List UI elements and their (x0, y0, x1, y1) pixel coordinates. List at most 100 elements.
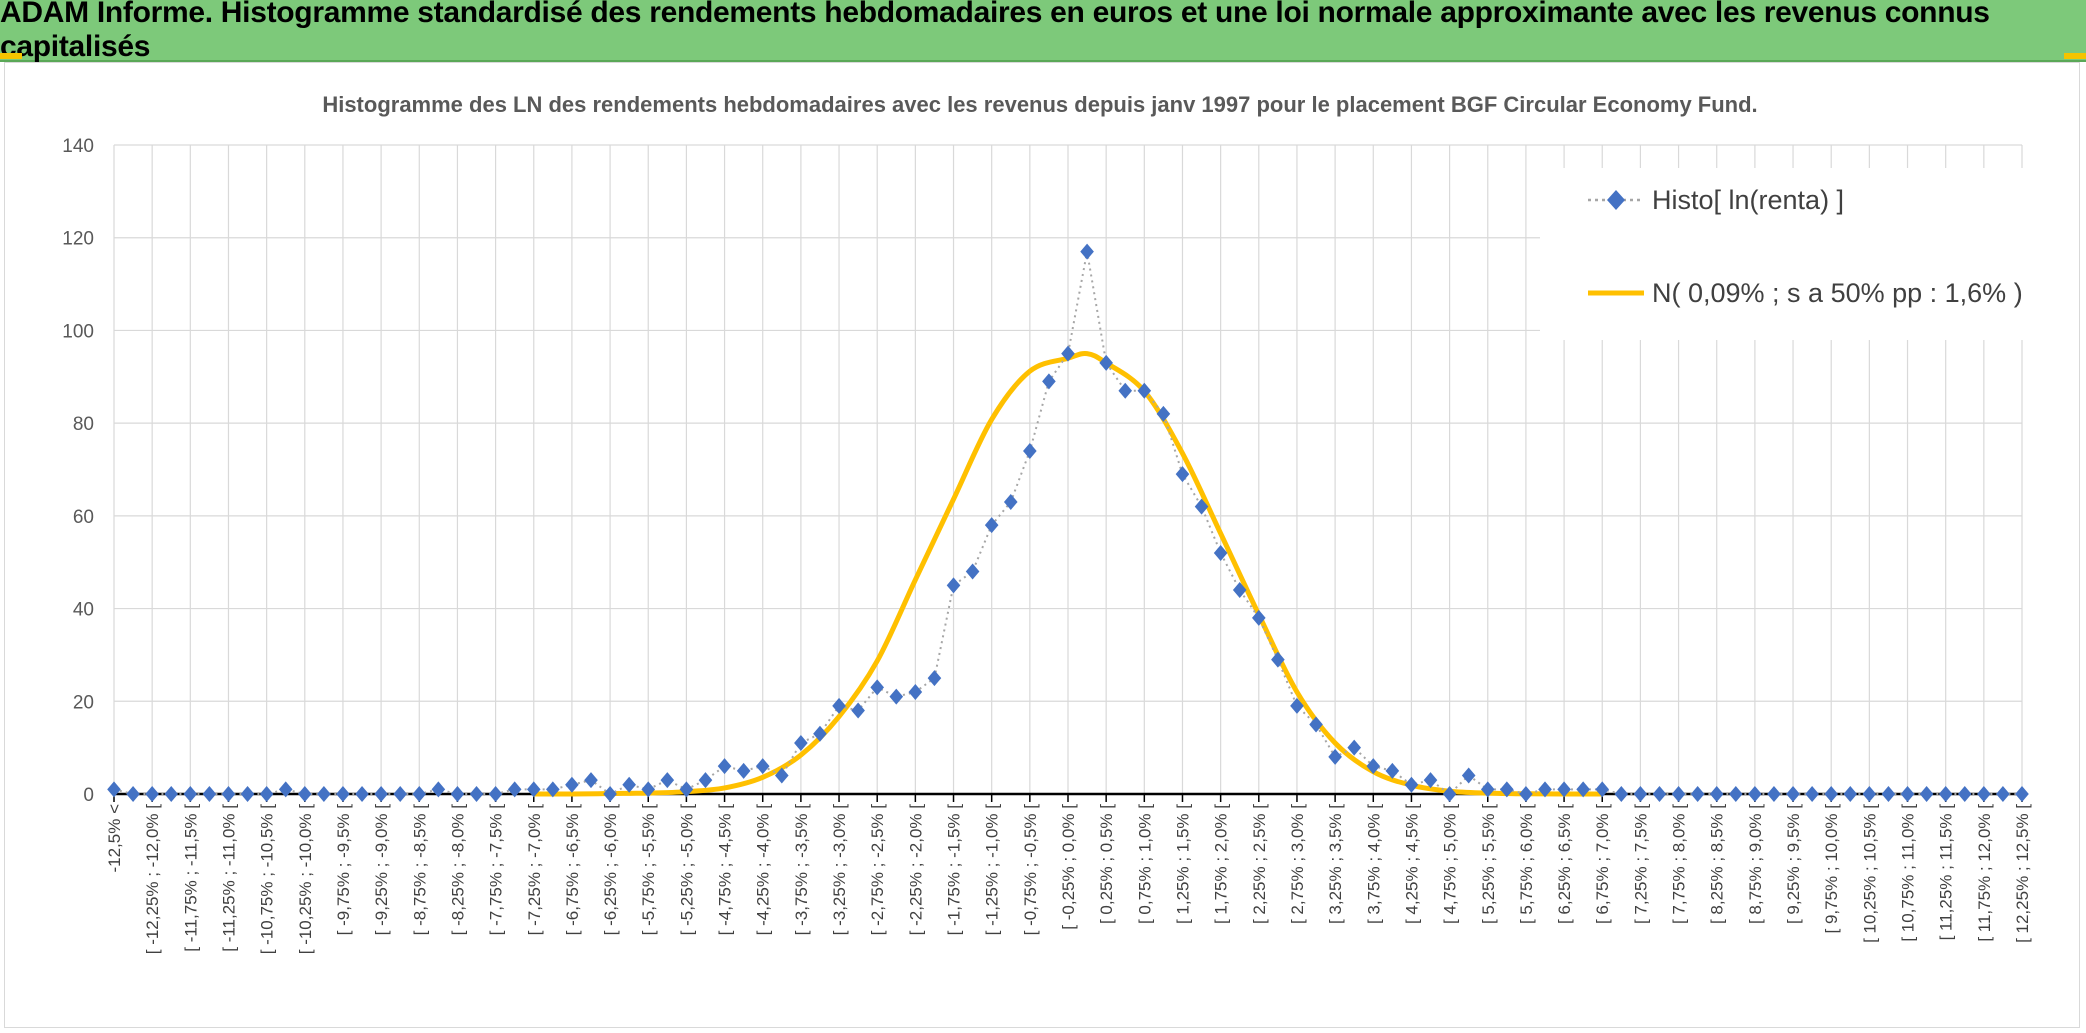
histo-point (355, 786, 369, 802)
histo-point (1977, 786, 1991, 802)
x-tick-label: [ -7,25% ; -7,0% [ (525, 804, 544, 936)
histo-point (451, 786, 465, 802)
histo-point (622, 777, 636, 793)
x-tick-label: [ -12,25% ; -12,0% [ (143, 804, 162, 955)
histo-point (317, 786, 331, 802)
histo-point (203, 786, 217, 802)
histo-point (718, 758, 732, 774)
x-tick-label: [ 0,75% ; 1,0% [ (1135, 804, 1154, 924)
histo-point (1634, 786, 1648, 802)
histo-point (1328, 749, 1342, 765)
histo-point (1042, 373, 1056, 389)
y-tick-label: 80 (73, 414, 94, 435)
histo-point (699, 772, 713, 788)
x-tick-label: [ 1,25% ; 1,5% [ (1173, 804, 1192, 924)
histo-point (1004, 494, 1018, 510)
histo-point (1920, 786, 1934, 802)
y-tick-label: 140 (62, 136, 94, 157)
x-tick-label: [ 12,25% ; 12,5% [ (2013, 804, 2032, 943)
histo-point (1824, 786, 1838, 802)
x-tick-label: [ -10,25% ; -10,0% [ (296, 804, 315, 955)
x-tick-label: [ -0,75% ; -0,5% [ (1021, 804, 1040, 936)
x-tick-label: [ 2,75% ; 3,0% [ (1288, 804, 1307, 924)
x-tick-label: [ -0,25% ; 0,0% [ (1059, 804, 1078, 930)
x-tick-label: [ -8,75% ; -8,5% [ (410, 804, 429, 936)
x-tick-label: [ 2,25% ; 2,5% [ (1250, 804, 1269, 924)
histo-point (909, 684, 923, 700)
histo-point (1843, 786, 1857, 802)
histo-point (565, 777, 579, 793)
histo-point (1901, 786, 1915, 802)
histo-point (164, 786, 178, 802)
histo-point (1748, 786, 1762, 802)
x-tick-label: [ 8,75% ; 9,0% [ (1746, 804, 1765, 924)
histo-point (374, 786, 388, 802)
histo-point (851, 703, 865, 719)
histo-point (1080, 244, 1094, 260)
histo-point (412, 786, 426, 802)
x-tick-label: [ -1,75% ; -1,5% [ (945, 804, 964, 936)
x-tick-label: [ 6,25% ; 6,5% [ (1555, 804, 1574, 924)
histo-point (737, 763, 751, 779)
histo-point (184, 786, 198, 802)
x-tick-label: [ -8,25% ; -8,0% [ (448, 804, 467, 936)
x-tick-label: [ 5,75% ; 6,0% [ (1517, 804, 1536, 924)
x-tick-label: [ -4,25% ; -4,0% [ (754, 804, 773, 936)
x-tick-label: [ 6,75% ; 7,0% [ (1593, 804, 1612, 924)
histo-point (928, 670, 942, 686)
histo-point (489, 786, 503, 802)
legend-normal-label: N( 0,09% ; s a 50% pp : 1,6% ) (1652, 278, 2023, 308)
y-tick-label: 40 (73, 600, 94, 621)
x-tick-label: [ -2,25% ; -2,0% [ (906, 804, 925, 936)
x-tick-label: [ -3,75% ; -3,5% [ (792, 804, 811, 936)
histo-point (1672, 786, 1686, 802)
histo-point (1805, 786, 1819, 802)
histo-point (1118, 383, 1132, 399)
histo-point (1958, 786, 1972, 802)
x-tick-label: [ 0,25% ; 0,5% [ (1097, 804, 1116, 924)
x-tick-label: [ 9,75% ; 10,0% [ (1822, 804, 1841, 934)
y-axis: 020406080100120140 (62, 136, 94, 806)
histo-point (603, 786, 617, 802)
x-tick-label: [ 4,25% ; 4,5% [ (1402, 804, 1421, 924)
x-tick-label: [ 8,25% ; 8,5% [ (1708, 804, 1727, 924)
x-tick-label: -12,5% < (105, 804, 124, 873)
x-tick-label: [ -11,25% ; -11,0% [ (219, 804, 238, 952)
x-axis: -12,5% < [ -12,25% ; -12,0% [ [ -11,75% ; … (105, 794, 2032, 954)
histo-point (470, 786, 484, 802)
histo-point (1023, 443, 1037, 459)
x-tick-label: [ -11,75% ; -11,5% [ (181, 804, 200, 952)
x-tick-label: [ -4,75% ; -4,5% [ (716, 804, 735, 936)
histo-point (1996, 786, 2010, 802)
histo-point (2015, 786, 2029, 802)
legend-histo-label: Histo[ ln(renta) ] (1652, 185, 1844, 215)
x-tick-label: [ 7,25% ; 7,5% [ (1631, 804, 1650, 924)
histo-point (222, 786, 236, 802)
histo-point (1939, 786, 1953, 802)
x-tick-label: [ 10,75% ; 11,0% [ (1899, 804, 1918, 942)
histo-point (393, 786, 407, 802)
histo-point (298, 786, 312, 802)
histo-point (1729, 786, 1743, 802)
histo-point (260, 786, 274, 802)
x-tick-label: [ -3,25% ; -3,0% [ (830, 804, 849, 936)
histo-point (756, 758, 770, 774)
y-tick-label: 20 (73, 692, 94, 713)
y-tick-label: 100 (62, 321, 94, 342)
x-tick-label: [ 5,25% ; 5,5% [ (1479, 804, 1498, 924)
y-tick-label: 60 (73, 507, 94, 528)
x-tick-label: [ 4,75% ; 5,0% [ (1441, 804, 1460, 924)
histogram-chart: Histogramme des LN des rendements hebdom… (0, 0, 2086, 1033)
histo-point (1519, 786, 1533, 802)
x-tick-label: [ -5,25% ; -5,0% [ (677, 804, 696, 936)
legend: Histo[ ln(renta) ] N( 0,09% ; s a 50% pp… (1540, 168, 2040, 340)
x-tick-label: [ 3,25% ; 3,5% [ (1326, 804, 1345, 924)
histo-point (336, 786, 350, 802)
x-tick-label: [ 10,25% ; 10,5% [ (1860, 804, 1879, 943)
chart-title: Histogramme des LN des rendements hebdom… (322, 92, 1757, 117)
histo-point (985, 517, 999, 533)
x-tick-label: [ -1,25% ; -1,0% [ (983, 804, 1002, 936)
histo-point (1710, 786, 1724, 802)
histo-point (1691, 786, 1705, 802)
histo-point (1462, 767, 1476, 783)
